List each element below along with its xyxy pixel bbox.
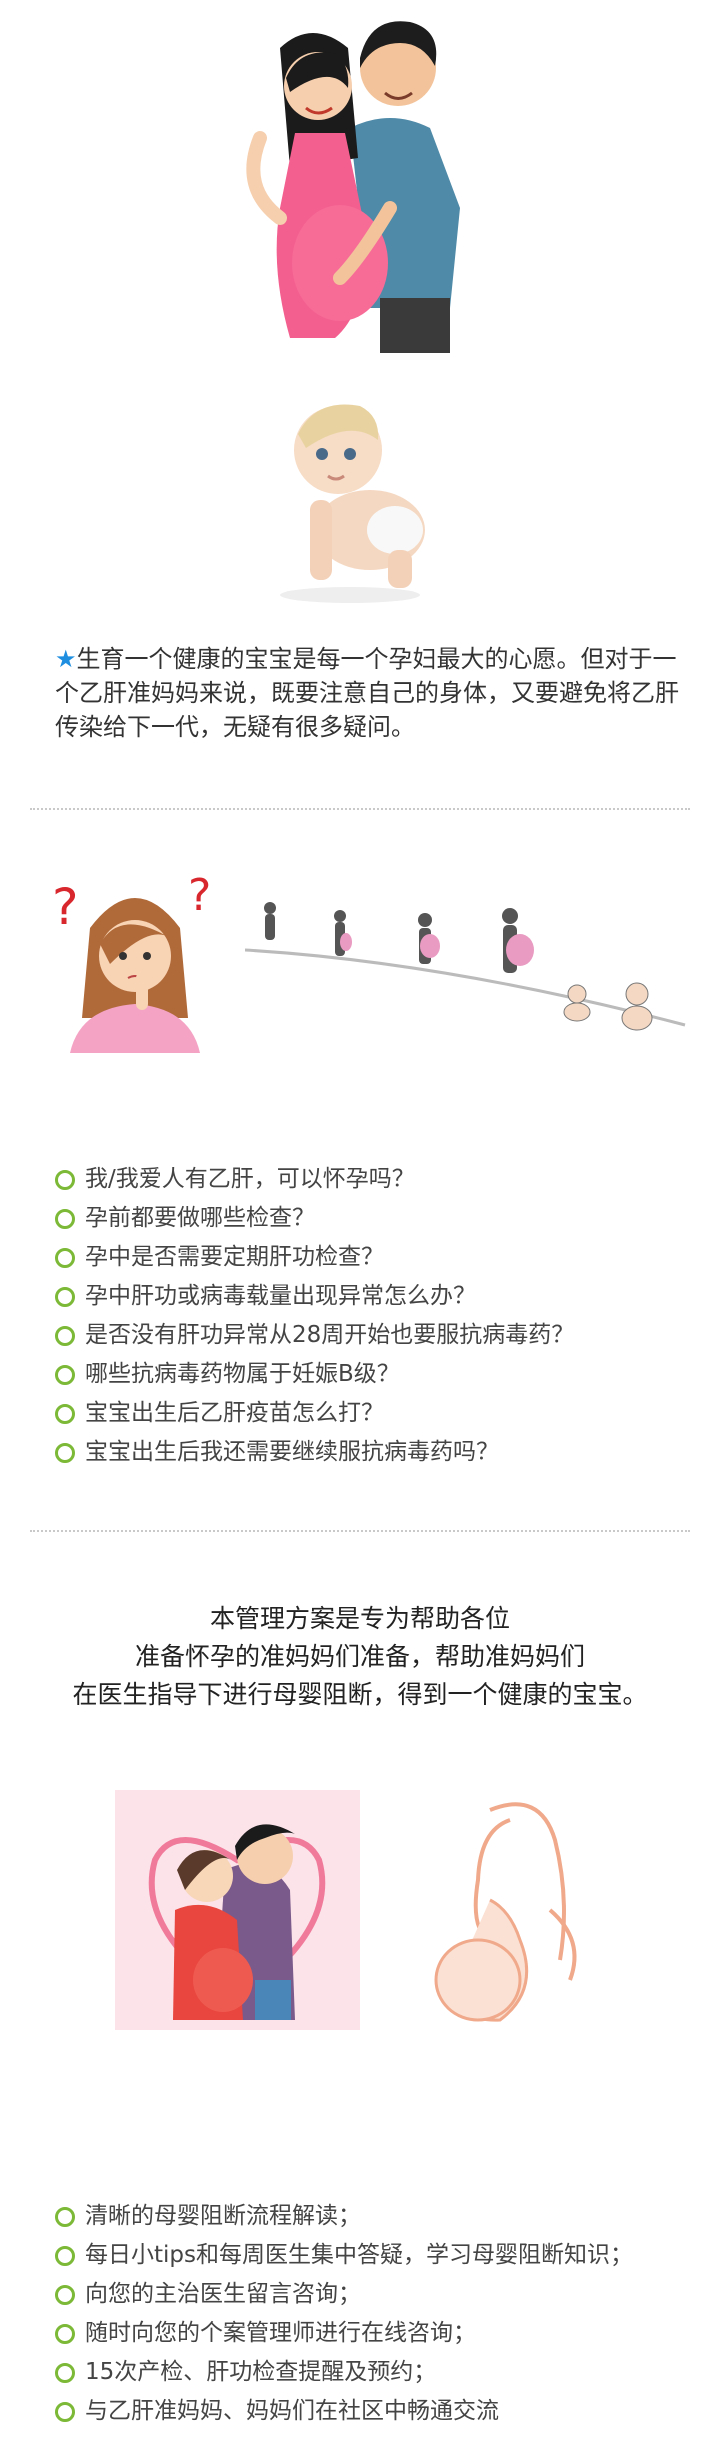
list-item: 孕前都要做哪些检查？ xyxy=(55,1199,715,1238)
svg-text:?: ? xyxy=(188,870,211,921)
green-circle-icon xyxy=(55,1287,75,1307)
star-icon: ★ xyxy=(55,645,77,673)
svg-text:?: ? xyxy=(52,878,79,936)
list-item: 我/我爱人有乙肝，可以怀孕吗？ xyxy=(55,1160,715,1199)
list-item: 哪些抗病毒药物属于妊娠B级？ xyxy=(55,1355,715,1394)
green-circle-icon xyxy=(55,2285,75,2305)
list-item: 清晰的母婴阻断流程解读； xyxy=(55,2197,715,2236)
list-item: 宝宝出生后我还需要继续服抗病毒药吗？ xyxy=(55,1433,715,1472)
green-circle-icon xyxy=(55,1443,75,1463)
green-circle-icon xyxy=(55,1404,75,1424)
embracing-couple-illustration xyxy=(115,1790,360,2030)
plan-line: 准备怀孕的准妈妈们准备，帮助准妈妈们 xyxy=(134,1642,585,1671)
list-item: 是否没有肝功异常从28周开始也要服抗病毒药？ xyxy=(55,1316,715,1355)
green-circle-icon xyxy=(55,2207,75,2227)
plan-line: 在医生指导下进行母婴阻断，得到一个健康的宝宝。 xyxy=(72,1680,648,1709)
list-item: 宝宝出生后乙肝疫苗怎么打？ xyxy=(55,1394,715,1433)
pregnant-silhouette-illustration xyxy=(420,1790,600,2030)
list-item: 与乙肝准妈妈、妈妈们在社区中畅通交流 xyxy=(55,2392,715,2431)
section-divider xyxy=(30,1530,690,1532)
green-circle-icon xyxy=(55,1365,75,1385)
green-circle-icon xyxy=(55,1326,75,1346)
list-item: 每日小tips和每周医生集中答疑，学习母婴阻断知识； xyxy=(55,2236,715,2275)
list-item: 孕中是否需要定期肝功检查？ xyxy=(55,1238,715,1277)
list-item: 孕中肝功或病毒载量出现异常怎么办？ xyxy=(55,1277,715,1316)
crawling-baby-photo xyxy=(270,390,430,605)
green-circle-icon xyxy=(55,2324,75,2344)
list-item: 向您的主治医生留言咨询； xyxy=(55,2275,715,2314)
intro-text: 生育一个健康的宝宝是每一个孕妇最大的心愿。但对于一个乙肝准妈妈来说，既要注意自己… xyxy=(55,645,679,741)
green-circle-icon xyxy=(55,1170,75,1190)
benefits-list: 清晰的母婴阻断流程解读； 每日小tips和每周医生集中答疑，学习母婴阻断知识； … xyxy=(55,2197,715,2431)
green-circle-icon xyxy=(55,2363,75,2383)
thinking-woman-illustration: ? ? xyxy=(50,868,220,1053)
questions-list: 我/我爱人有乙肝，可以怀孕吗？ 孕前都要做哪些检查？ 孕中是否需要定期肝功检查？… xyxy=(55,1160,715,1472)
green-circle-icon xyxy=(55,1248,75,1268)
plan-line: 本管理方案是专为帮助各位 xyxy=(209,1604,510,1633)
plan-statement: 本管理方案是专为帮助各位 准备怀孕的准妈妈们准备，帮助准妈妈们 在医生指导下进行… xyxy=(0,1600,720,1714)
intro-paragraph: ★生育一个健康的宝宝是每一个孕妇最大的心愿。但对于一个乙肝准妈妈来说，既要注意自… xyxy=(55,642,695,744)
list-item: 15次产检、肝功检查提醒及预约； xyxy=(55,2353,715,2392)
green-circle-icon xyxy=(55,2246,75,2266)
green-circle-icon xyxy=(55,2402,75,2422)
section-divider xyxy=(30,808,690,810)
green-circle-icon xyxy=(55,1209,75,1229)
pregnancy-stages-illustration xyxy=(245,890,695,1040)
pregnant-couple-illustration xyxy=(220,8,500,353)
list-item: 随时向您的个案管理师进行在线咨询； xyxy=(55,2314,715,2353)
